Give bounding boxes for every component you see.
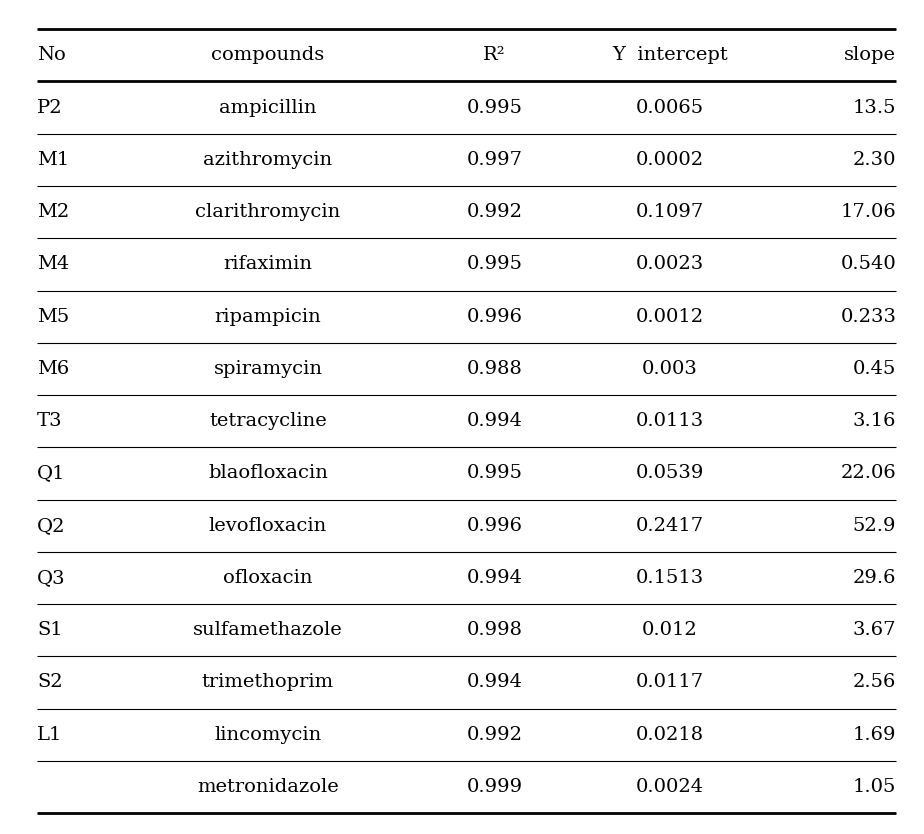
Text: 0.995: 0.995 [467, 465, 522, 482]
Text: 52.9: 52.9 [853, 517, 896, 535]
Text: 0.995: 0.995 [467, 98, 522, 117]
Text: 0.992: 0.992 [467, 203, 522, 221]
Text: L1: L1 [37, 726, 62, 744]
Text: 0.2417: 0.2417 [636, 517, 704, 535]
Text: 0.0065: 0.0065 [636, 98, 704, 117]
Text: 0.0113: 0.0113 [636, 412, 704, 430]
Text: 0.0023: 0.0023 [636, 255, 704, 274]
Text: M2: M2 [37, 203, 69, 221]
Text: 0.999: 0.999 [467, 778, 522, 796]
Text: Q3: Q3 [37, 569, 66, 587]
Text: azithromycin: azithromycin [203, 151, 333, 168]
Text: 0.994: 0.994 [467, 412, 522, 430]
Text: 0.995: 0.995 [467, 255, 522, 274]
Text: 1.05: 1.05 [853, 778, 896, 796]
Text: 2.56: 2.56 [853, 674, 896, 691]
Text: 0.994: 0.994 [467, 569, 522, 587]
Text: 0.0002: 0.0002 [636, 151, 704, 168]
Text: blaofloxacin: blaofloxacin [208, 465, 328, 482]
Text: 17.06: 17.06 [841, 203, 896, 221]
Text: metronidazole: metronidazole [197, 778, 339, 796]
Text: 0.0024: 0.0024 [636, 778, 704, 796]
Text: rifaximin: rifaximin [224, 255, 312, 274]
Text: 0.233: 0.233 [840, 308, 896, 325]
Text: spiramycin: spiramycin [213, 360, 322, 378]
Text: M6: M6 [37, 360, 69, 378]
Text: M5: M5 [37, 308, 69, 325]
Text: 0.992: 0.992 [467, 726, 522, 744]
Text: clarithromycin: clarithromycin [195, 203, 341, 221]
Text: 0.988: 0.988 [467, 360, 522, 378]
Text: 0.1513: 0.1513 [636, 569, 704, 587]
Text: sulfamethazole: sulfamethazole [193, 621, 343, 639]
Text: R²: R² [483, 47, 505, 64]
Text: ripampicin: ripampicin [214, 308, 322, 325]
Text: 13.5: 13.5 [853, 98, 896, 117]
Text: T3: T3 [37, 412, 63, 430]
Text: 29.6: 29.6 [853, 569, 896, 587]
Text: 3.16: 3.16 [853, 412, 896, 430]
Text: levofloxacin: levofloxacin [209, 517, 327, 535]
Text: tetracycline: tetracycline [209, 412, 327, 430]
Text: 22.06: 22.06 [841, 465, 896, 482]
Text: No: No [37, 47, 66, 64]
Text: M1: M1 [37, 151, 69, 168]
Text: 0.0012: 0.0012 [636, 308, 704, 325]
Text: 0.996: 0.996 [467, 517, 522, 535]
Text: Q2: Q2 [37, 517, 66, 535]
Text: 0.994: 0.994 [467, 674, 522, 691]
Text: 1.69: 1.69 [853, 726, 896, 744]
Text: 0.540: 0.540 [841, 255, 896, 274]
Text: P2: P2 [37, 98, 63, 117]
Text: S2: S2 [37, 674, 63, 691]
Text: 2.30: 2.30 [853, 151, 896, 168]
Text: 0.012: 0.012 [642, 621, 698, 639]
Text: ampicillin: ampicillin [219, 98, 317, 117]
Text: slope: slope [845, 47, 896, 64]
Text: lincomycin: lincomycin [214, 726, 322, 744]
Text: 0.0539: 0.0539 [636, 465, 704, 482]
Text: trimethoprim: trimethoprim [202, 674, 334, 691]
Text: 0.003: 0.003 [642, 360, 698, 378]
Text: S1: S1 [37, 621, 63, 639]
Text: Y  intercept: Y intercept [612, 47, 728, 64]
Text: 0.997: 0.997 [467, 151, 522, 168]
Text: 0.1097: 0.1097 [636, 203, 704, 221]
Text: 0.996: 0.996 [467, 308, 522, 325]
Text: ofloxacin: ofloxacin [224, 569, 312, 587]
Text: 0.0218: 0.0218 [636, 726, 704, 744]
Text: Q1: Q1 [37, 465, 66, 482]
Text: 0.998: 0.998 [467, 621, 522, 639]
Text: 0.45: 0.45 [853, 360, 896, 378]
Text: 3.67: 3.67 [853, 621, 896, 639]
Text: compounds: compounds [212, 47, 324, 64]
Text: 0.0117: 0.0117 [636, 674, 704, 691]
Text: M4: M4 [37, 255, 69, 274]
